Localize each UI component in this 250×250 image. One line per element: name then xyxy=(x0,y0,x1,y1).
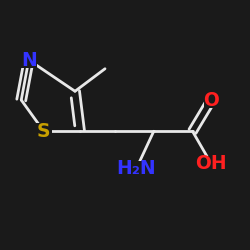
Text: N: N xyxy=(21,50,36,70)
FancyBboxPatch shape xyxy=(204,92,219,108)
FancyBboxPatch shape xyxy=(20,52,37,68)
Text: OH: OH xyxy=(196,154,227,173)
Text: H₂N: H₂N xyxy=(116,159,156,178)
Text: S: S xyxy=(37,122,51,141)
Text: O: O xyxy=(203,90,219,110)
FancyBboxPatch shape xyxy=(120,161,152,177)
FancyBboxPatch shape xyxy=(199,156,224,172)
FancyBboxPatch shape xyxy=(36,123,52,140)
